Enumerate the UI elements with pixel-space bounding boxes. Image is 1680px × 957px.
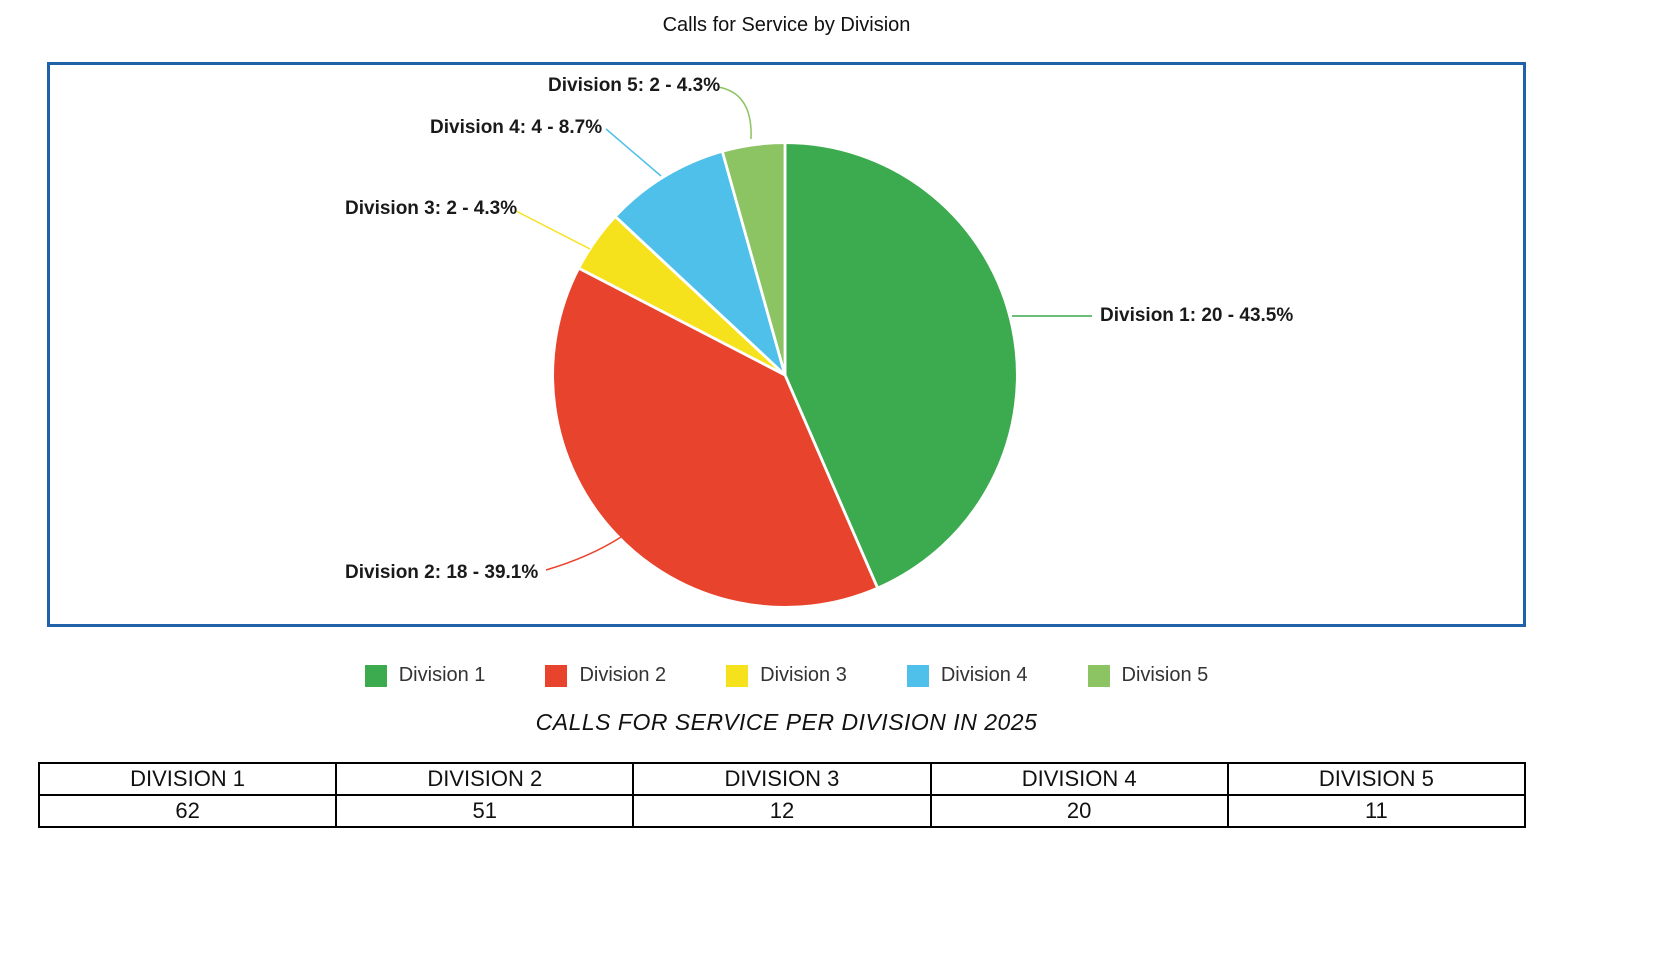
table-data-cell: 20 bbox=[929, 794, 1229, 828]
table-caption: CALLS FOR SERVICE PER DIVISION IN 2025 bbox=[535, 709, 1038, 735]
legend-item-division-4: Division 4 bbox=[906, 664, 1028, 687]
slice-label-division-4: Division 4: 4 - 8.7% bbox=[430, 117, 603, 138]
slice-label-division-3: Division 3: 2 - 4.3% bbox=[345, 198, 518, 219]
legend-label: Division 4 bbox=[940, 664, 1028, 686]
table-data-cell: 12 bbox=[632, 794, 932, 828]
slice-label-division-2: Division 2: 18 - 39.1% bbox=[345, 562, 539, 583]
table-data-cell: 51 bbox=[335, 794, 635, 828]
pie-slice-division-5 bbox=[720, 141, 787, 377]
legend-swatch-icon bbox=[906, 664, 929, 687]
legend-label: Division 2 bbox=[579, 664, 667, 686]
table-data-row: 62 51 12 20 11 bbox=[37, 794, 1527, 828]
table-header-row: DIVISION 1 DIVISION 2 DIVISION 3 DIVISIO… bbox=[37, 762, 1527, 796]
pie-slice-division-4 bbox=[613, 149, 787, 377]
legend-item-division-5: Division 5 bbox=[1087, 664, 1209, 687]
table-header-cell: DIVISION 5 bbox=[1226, 762, 1527, 796]
legend-item-division-1: Division 1 bbox=[364, 664, 486, 687]
legend: Division 1 Division 2 Division 3 Division 4… bbox=[47, 664, 1526, 687]
table-header-cell: DIVISION 2 bbox=[335, 762, 635, 796]
legend-swatch-icon bbox=[726, 664, 749, 687]
table-header-cell: DIVISION 4 bbox=[929, 762, 1229, 796]
table-data-cell: 11 bbox=[1226, 794, 1527, 828]
legend-item-division-3: Division 3 bbox=[726, 664, 847, 687]
pie-slice-division-1 bbox=[783, 141, 1019, 590]
chart-panel: Division 1: 20 - 43.5% Division 2: 18 - … bbox=[47, 62, 1526, 627]
legend-label: Division 1 bbox=[398, 664, 486, 686]
leader-line-division-5 bbox=[717, 86, 752, 140]
legend-swatch-icon bbox=[545, 664, 568, 687]
slice-label-division-5: Division 5: 2 - 4.3% bbox=[548, 75, 721, 96]
legend-item-division-2: Division 2 bbox=[545, 664, 666, 687]
table-header-cell: DIVISION 3 bbox=[632, 762, 932, 796]
calls-table: DIVISION 1 DIVISION 2 DIVISION 3 DIVISIO… bbox=[37, 762, 1527, 828]
slice-label-division-1: Division 1: 20 - 43.5% bbox=[1100, 305, 1294, 326]
pie-chart bbox=[551, 141, 1019, 609]
chart-title: Calls for Service by Division bbox=[662, 14, 911, 36]
legend-label: Division 5 bbox=[1121, 664, 1209, 686]
pie-slice-division-2 bbox=[551, 266, 879, 609]
table-header-cell: DIVISION 1 bbox=[37, 762, 338, 796]
table-data-cell: 62 bbox=[37, 794, 338, 828]
legend-label: Division 3 bbox=[760, 664, 847, 686]
legend-swatch-icon bbox=[1087, 664, 1110, 687]
legend-swatch-icon bbox=[364, 664, 387, 687]
